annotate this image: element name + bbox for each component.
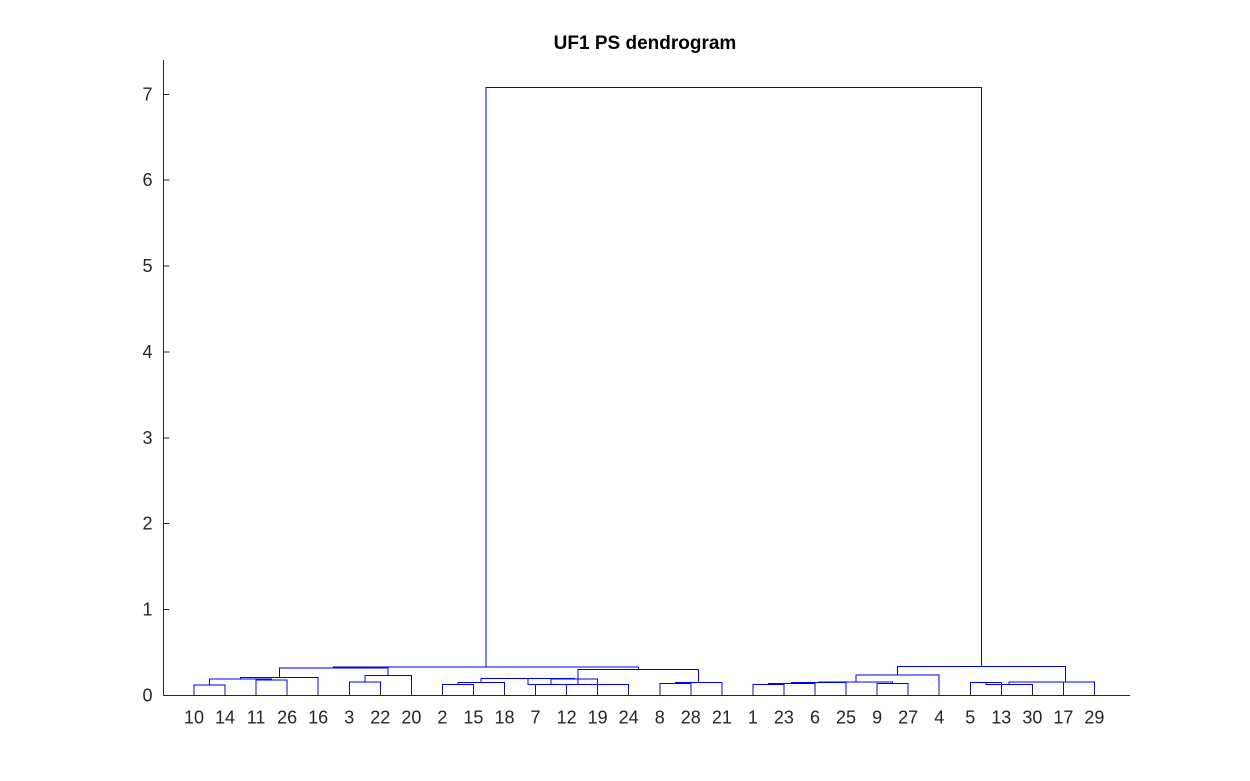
dendrogram-link (480, 677, 575, 683)
leaf-label: 7 (531, 708, 541, 728)
y-tick-label: 6 (142, 170, 152, 190)
leaf-label: 27 (898, 708, 918, 728)
dendrogram-link (985, 682, 1033, 696)
dendrogram-link (896, 665, 1066, 682)
leaf-label: 18 (494, 708, 514, 728)
leaf-label: 14 (215, 708, 235, 728)
leaf-label: 26 (277, 708, 297, 728)
leaf-label: 15 (463, 708, 483, 728)
dendrogram-link (969, 682, 1002, 696)
dendrogram-link (876, 682, 909, 696)
dendrogram-links (193, 86, 1095, 696)
leaf-label: 12 (557, 708, 577, 728)
leaf-label: 5 (965, 708, 975, 728)
dendrogram-link (348, 681, 381, 696)
leaf-label: 11 (247, 708, 266, 728)
leaf-label: 9 (872, 708, 882, 728)
leaf-label: 25 (836, 708, 856, 728)
leaf-label: 30 (1022, 708, 1042, 728)
y-tick-label: 7 (142, 84, 152, 104)
leaf-label: 13 (991, 708, 1011, 728)
dendrogram-link (791, 682, 847, 696)
dendrogram-link (535, 683, 568, 696)
leaf-label: 20 (401, 708, 421, 728)
leaf-label: 10 (184, 708, 204, 728)
leaf-label: 4 (934, 708, 944, 728)
leaf-label: 8 (655, 708, 665, 728)
dendrogram-link (485, 86, 982, 668)
leaf-label: 29 (1084, 708, 1104, 728)
y-tick-label: 4 (142, 342, 152, 362)
y-tick-label: 2 (142, 514, 152, 534)
leaf-label: 21 (712, 708, 732, 728)
dendrogram-link (577, 669, 700, 685)
y-tick-label: 3 (142, 428, 152, 448)
dendrogram-link (752, 683, 785, 696)
dendrogram-link (855, 674, 940, 696)
leaf-label: 17 (1053, 708, 1073, 728)
leaf-label: 24 (619, 708, 639, 728)
leaf-label: 1 (748, 708, 758, 728)
y-tick-label: 1 (142, 600, 152, 620)
leaf-label: 16 (308, 708, 328, 728)
chart-title: UF1 PS dendrogram (554, 33, 737, 54)
dendrogram-link (240, 676, 319, 696)
y-tick-label: 5 (142, 256, 152, 276)
leaf-labels: 10 14 11 26 16 3 22 20 2 15 18 7 12 19 24 8 28 21 1 23 6 25 9 2… (184, 689, 1104, 728)
leaf-label: 22 (370, 708, 390, 728)
y-axis-ticks: 0 1 2 3 4 5 6 7 (142, 84, 170, 706)
dendrogram-link (278, 667, 389, 678)
leaf-label: 6 (810, 708, 820, 728)
dendrogram-link (364, 675, 412, 696)
dendrogram-link (1008, 681, 1064, 696)
dendrogram-link (255, 679, 288, 696)
leaf-label: 23 (774, 708, 794, 728)
leaf-label: 2 (437, 708, 447, 728)
dendrogram-link (674, 682, 723, 696)
leaf-label: 19 (588, 708, 608, 728)
dendrogram-link (441, 683, 474, 696)
dendrogram-link (1036, 681, 1095, 696)
y-tick-label: 0 (142, 686, 152, 706)
leaf-label: 3 (344, 708, 354, 728)
dendrogram-link (550, 678, 599, 696)
dendrogram-link (193, 684, 226, 696)
dendrogram-link (659, 682, 692, 696)
dendrogram-link (767, 682, 816, 696)
leaf-label: 28 (681, 708, 701, 728)
